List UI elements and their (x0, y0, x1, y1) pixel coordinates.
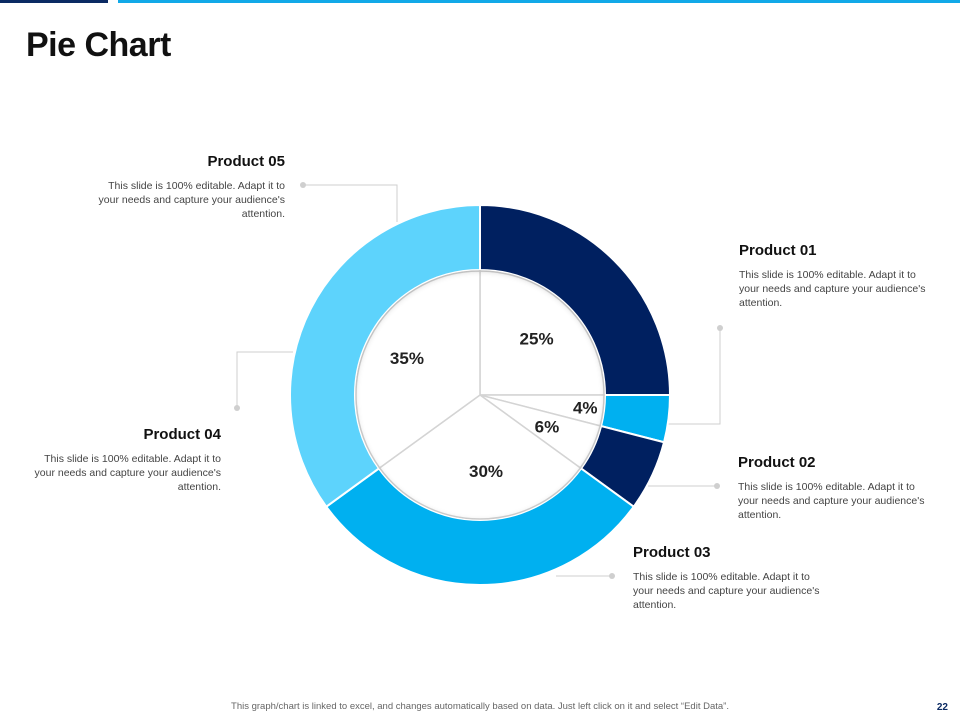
callout-title: Product 01 (739, 242, 817, 259)
callout-product-02: Product 02 This slide is 100% editable. … (738, 454, 928, 522)
callout-desc: This slide is 100% editable. Adapt it to… (98, 180, 285, 220)
callout-title: Product 05 (207, 153, 285, 170)
pct-label-product-02: 4% (573, 398, 598, 417)
callout-product-04: Product 04 This slide is 100% editable. … (31, 426, 221, 494)
header-accent-dark (0, 0, 108, 3)
callout-product-03: Product 03 This slide is 100% editable. … (633, 544, 823, 612)
pct-label-product-05: 35% (390, 349, 424, 368)
pct-label-product-03: 6% (535, 418, 560, 437)
pct-label-product-04: 30% (469, 462, 503, 481)
callout-desc: This slide is 100% editable. Adapt it to… (739, 269, 926, 309)
callout-desc: This slide is 100% editable. Adapt it to… (738, 481, 925, 521)
callout-desc: This slide is 100% editable. Adapt it to… (34, 453, 221, 493)
header-accent-light (118, 0, 960, 3)
page-title: Pie Chart (26, 26, 171, 64)
footer-note: This graph/chart is linked to excel, and… (231, 701, 729, 712)
callout-product-05: Product 05 This slide is 100% editable. … (95, 153, 285, 221)
ring-segment-product-04[interactable] (324, 467, 636, 586)
pct-label-product-01: 25% (520, 329, 554, 348)
pie-slice-product-01[interactable] (479, 270, 605, 396)
pie-slice-product-04[interactable] (378, 394, 582, 520)
pie-slice-product-05[interactable] (355, 270, 481, 469)
callout-title: Product 04 (143, 426, 221, 443)
page-number: 22 (936, 702, 948, 713)
callout-title: Product 03 (633, 544, 711, 561)
ring-segment-product-05[interactable] (289, 203, 481, 509)
callout-connectors (234, 182, 723, 579)
callout-desc: This slide is 100% editable. Adapt it to… (633, 571, 820, 611)
callout-title: Product 02 (738, 454, 816, 471)
callout-product-01: Product 01 This slide is 100% editable. … (739, 242, 929, 310)
